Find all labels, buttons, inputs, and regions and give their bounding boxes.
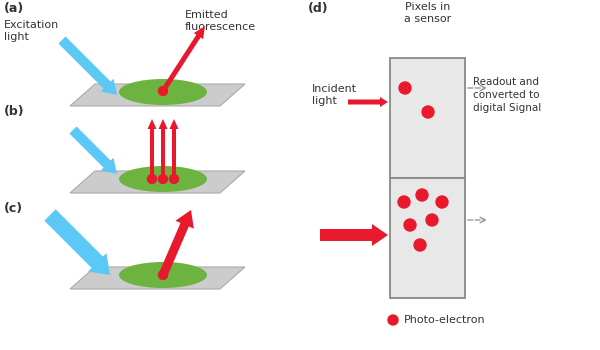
Circle shape — [398, 196, 410, 208]
Circle shape — [399, 82, 411, 94]
Text: (c): (c) — [4, 202, 23, 215]
Text: Excitation
light: Excitation light — [4, 20, 59, 42]
Circle shape — [426, 214, 438, 226]
Circle shape — [158, 175, 167, 183]
Circle shape — [414, 239, 426, 251]
Circle shape — [158, 271, 167, 280]
Polygon shape — [70, 267, 245, 289]
Polygon shape — [70, 171, 245, 193]
Polygon shape — [70, 84, 245, 106]
FancyArrow shape — [148, 119, 157, 179]
FancyArrow shape — [161, 26, 205, 92]
FancyArrow shape — [320, 224, 388, 246]
Circle shape — [170, 175, 179, 183]
Circle shape — [148, 175, 157, 183]
FancyArrow shape — [44, 209, 110, 275]
Bar — [390, 178, 465, 298]
Circle shape — [158, 86, 167, 96]
Ellipse shape — [119, 262, 207, 288]
Circle shape — [436, 196, 448, 208]
Text: (b): (b) — [4, 105, 25, 118]
Text: Incident
light: Incident light — [312, 84, 357, 106]
FancyArrow shape — [348, 97, 388, 107]
Text: (d): (d) — [308, 2, 329, 15]
Text: Emitted
fluorescence: Emitted fluorescence — [185, 10, 256, 33]
FancyArrow shape — [58, 36, 117, 95]
Text: Readout and
converted to
digital Signal: Readout and converted to digital Signal — [473, 77, 541, 113]
FancyArrow shape — [170, 119, 179, 179]
Bar — [390, 58, 465, 178]
Text: Photo-electron: Photo-electron — [404, 315, 485, 325]
Circle shape — [404, 219, 416, 231]
Circle shape — [388, 315, 398, 325]
FancyArrow shape — [158, 119, 167, 179]
FancyArrow shape — [70, 126, 117, 174]
Circle shape — [422, 106, 434, 118]
Text: Pixels in
a sensor: Pixels in a sensor — [404, 2, 451, 25]
Ellipse shape — [119, 166, 207, 192]
Ellipse shape — [119, 79, 207, 105]
Text: (a): (a) — [4, 2, 24, 15]
FancyArrow shape — [159, 210, 194, 277]
Circle shape — [416, 189, 428, 201]
